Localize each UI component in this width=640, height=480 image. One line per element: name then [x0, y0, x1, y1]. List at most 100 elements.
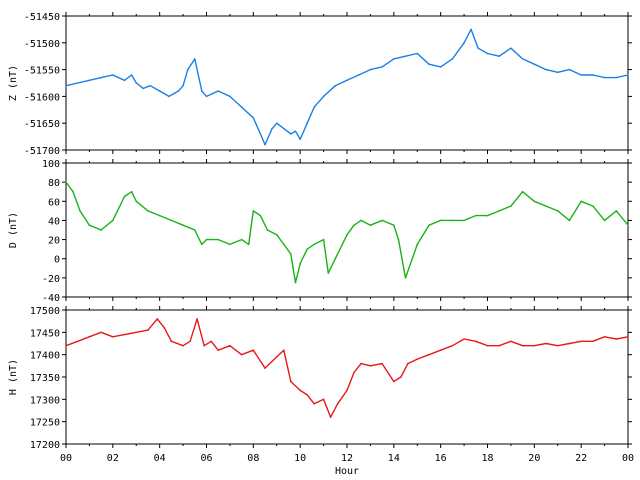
data-point-z-nt — [463, 42, 465, 44]
data-point-h-nt — [400, 376, 402, 378]
y-tick-label-d-nt: 0 — [54, 255, 60, 266]
data-point-d-nt — [327, 272, 330, 274]
data-point-h-nt — [474, 340, 477, 343]
data-point-d-nt — [463, 219, 465, 222]
x-tick-label: 08 — [247, 453, 259, 464]
data-point-z-nt — [381, 66, 383, 68]
data-point-d-nt — [112, 219, 114, 222]
data-point-z-nt — [205, 95, 208, 98]
data-point-d-nt — [592, 205, 594, 207]
data-point-z-nt — [498, 55, 501, 57]
y-axis-label-z-nt: Z (nT) — [8, 65, 19, 101]
data-point-h-nt — [229, 344, 231, 347]
x-tick-label: 10 — [294, 453, 306, 464]
data-point-d-nt — [510, 205, 512, 207]
data-point-d-nt — [627, 224, 629, 227]
data-point-z-nt — [451, 58, 454, 60]
y-tick-label-h-nt: 17450 — [30, 328, 60, 339]
data-point-z-nt — [193, 58, 196, 60]
data-point-z-nt — [282, 127, 285, 130]
data-point-h-nt — [196, 318, 198, 320]
data-point-z-nt — [477, 47, 479, 49]
data-point-d-nt — [381, 219, 383, 222]
data-point-d-nt — [313, 243, 316, 246]
y-tick-label-h-nt: 17350 — [30, 373, 60, 384]
data-point-z-nt — [88, 79, 91, 82]
y-tick-label-z-nt: -51500 — [24, 39, 60, 50]
data-point-z-nt — [123, 79, 126, 82]
data-point-h-nt — [88, 336, 91, 338]
data-point-z-nt — [271, 127, 273, 130]
data-point-z-nt — [533, 63, 536, 66]
data-point-h-nt — [65, 344, 67, 347]
data-point-h-nt — [329, 416, 332, 419]
plot-frame-h-nt — [65, 309, 629, 445]
y-tick-label-d-nt: 80 — [48, 178, 60, 189]
y-tick-label-h-nt: 17400 — [30, 351, 60, 362]
x-tick-label: 22 — [575, 453, 587, 464]
data-point-d-nt — [72, 190, 74, 193]
data-point-h-nt — [346, 389, 348, 392]
data-point-z-nt — [177, 90, 180, 92]
data-point-d-nt — [240, 238, 243, 241]
data-point-h-nt — [100, 331, 102, 334]
data-point-z-nt — [439, 66, 442, 68]
data-point-h-nt — [290, 380, 292, 383]
data-point-h-nt — [416, 358, 419, 360]
data-point-d-nt — [193, 229, 196, 231]
data-point-d-nt — [397, 238, 400, 241]
data-point-d-nt — [369, 224, 372, 227]
data-point-z-nt — [201, 90, 203, 92]
data-point-h-nt — [76, 340, 79, 343]
data-point-d-nt — [158, 214, 161, 217]
data-point-z-nt — [521, 58, 524, 60]
data-point-h-nt — [336, 403, 339, 405]
data-point-d-nt — [147, 210, 149, 212]
data-point-h-nt — [322, 398, 325, 401]
data-point-d-nt — [603, 219, 606, 222]
y-tick-label-z-nt: -51550 — [24, 66, 60, 77]
data-point-z-nt — [470, 28, 472, 31]
data-point-z-nt — [186, 68, 189, 71]
y-tick-label-z-nt: -51650 — [24, 119, 60, 130]
data-point-d-nt — [275, 233, 278, 236]
y-tick-label-d-nt: 20 — [48, 236, 60, 247]
data-point-d-nt — [201, 243, 203, 246]
data-point-h-nt — [393, 380, 395, 383]
data-point-h-nt — [147, 329, 149, 331]
data-point-z-nt — [182, 84, 184, 87]
data-point-h-nt — [135, 331, 138, 334]
data-point-d-nt — [205, 238, 208, 241]
data-point-h-nt — [313, 403, 316, 405]
data-point-h-nt — [369, 365, 372, 367]
data-point-h-nt — [580, 340, 582, 343]
data-point-h-nt — [275, 356, 278, 358]
data-point-d-nt — [88, 224, 91, 227]
data-point-d-nt — [217, 238, 220, 241]
data-point-z-nt — [264, 143, 266, 146]
data-point-h-nt — [264, 367, 266, 369]
data-point-d-nt — [123, 195, 126, 198]
data-point-h-nt — [428, 353, 430, 356]
series-line-h-nt — [65, 318, 629, 418]
data-point-z-nt — [416, 52, 419, 55]
data-point-z-nt — [346, 79, 348, 82]
data-point-d-nt — [170, 219, 173, 222]
data-point-h-nt — [170, 340, 173, 343]
data-point-h-nt — [163, 327, 166, 329]
y-tick-label-z-nt: -51600 — [24, 92, 60, 103]
data-point-d-nt — [404, 277, 407, 279]
y-tick-label-h-nt: 17250 — [30, 418, 60, 429]
data-point-d-nt — [130, 190, 133, 193]
data-point-z-nt — [627, 74, 629, 76]
data-point-h-nt — [299, 389, 301, 392]
data-point-d-nt — [182, 224, 184, 227]
data-point-z-nt — [603, 76, 606, 79]
data-point-d-nt — [341, 243, 344, 246]
data-point-d-nt — [498, 210, 501, 212]
data-point-z-nt — [615, 76, 618, 79]
data-point-d-nt — [416, 243, 419, 246]
data-point-z-nt — [299, 138, 301, 141]
plot-frame-z-nt — [65, 15, 629, 151]
